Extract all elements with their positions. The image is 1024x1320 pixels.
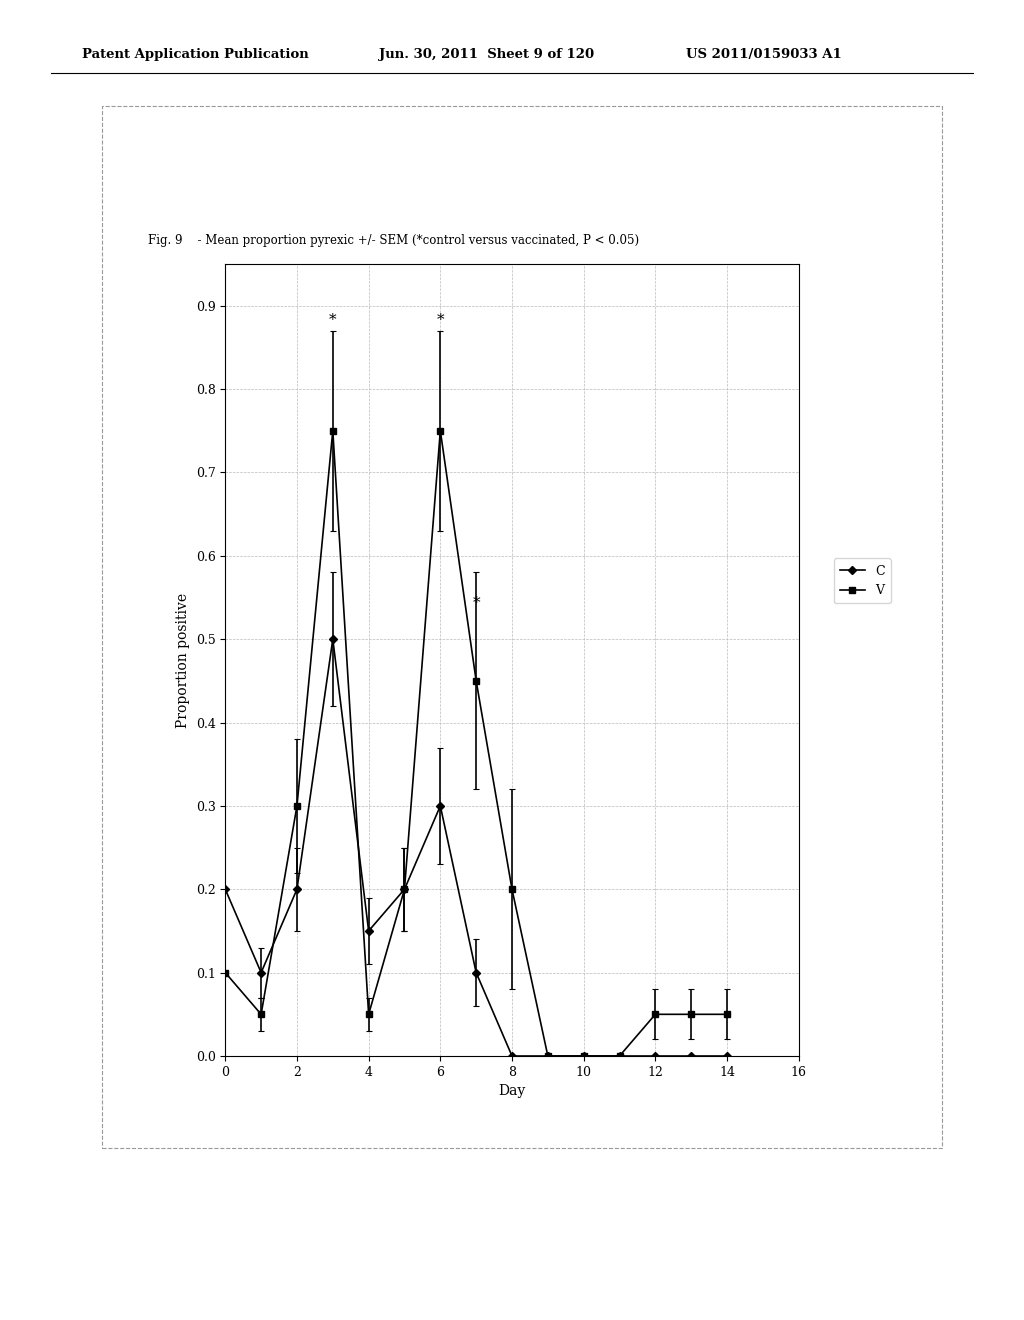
Legend: C, V: C, V [834,558,891,603]
Y-axis label: Proportion positive: Proportion positive [176,593,190,727]
X-axis label: Day: Day [499,1084,525,1098]
Text: US 2011/0159033 A1: US 2011/0159033 A1 [686,48,842,61]
Text: Fig. 9    - Mean proportion pyrexic +/- SEM (*control versus vaccinated, P < 0.0: Fig. 9 - Mean proportion pyrexic +/- SEM… [148,234,640,247]
Text: Patent Application Publication: Patent Application Publication [82,48,308,61]
Text: *: * [329,313,337,326]
Text: Jun. 30, 2011  Sheet 9 of 120: Jun. 30, 2011 Sheet 9 of 120 [379,48,594,61]
Text: *: * [472,595,480,610]
Text: *: * [436,313,444,326]
